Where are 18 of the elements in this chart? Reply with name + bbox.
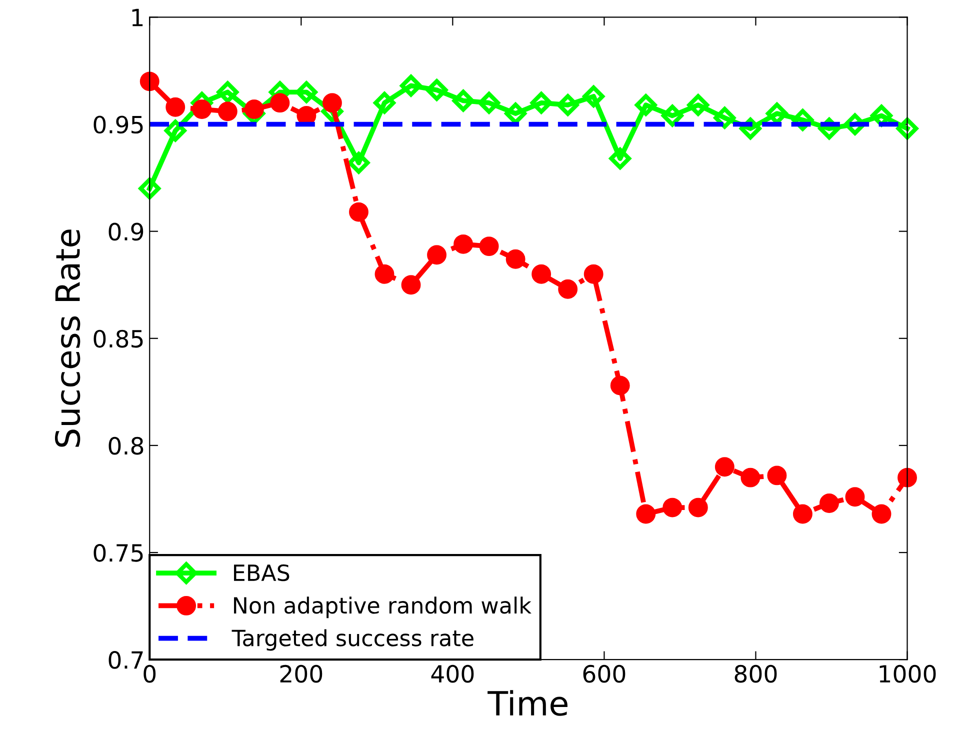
y-axis-title: Success Rate bbox=[54, 230, 80, 447]
x-tick-label: 1000 bbox=[880, 664, 936, 683]
legend-label: Targeted success rate bbox=[232, 629, 474, 651]
y-tick-label: 0.95 bbox=[94, 116, 143, 134]
y-tick-label: 0.9 bbox=[108, 222, 144, 241]
x-tick-label: 600 bbox=[583, 664, 626, 683]
y-tick-label: 0.75 bbox=[94, 544, 143, 562]
y-tick-label: 0.7 bbox=[108, 651, 143, 669]
x-tick-label: 200 bbox=[280, 664, 322, 683]
legend-label: EBAS bbox=[234, 564, 290, 582]
y-tick-label: 1 bbox=[132, 8, 143, 26]
x-axis-title: Time bbox=[488, 690, 568, 716]
x-tick-label: 400 bbox=[431, 664, 474, 683]
x-tick-label: 800 bbox=[734, 664, 777, 683]
y-tick-label: 0.85 bbox=[94, 330, 143, 348]
legend-label: Non adaptive random walk bbox=[234, 596, 532, 618]
y-tick-label: 0.8 bbox=[108, 436, 144, 455]
x-tick-label: 0 bbox=[144, 664, 156, 683]
